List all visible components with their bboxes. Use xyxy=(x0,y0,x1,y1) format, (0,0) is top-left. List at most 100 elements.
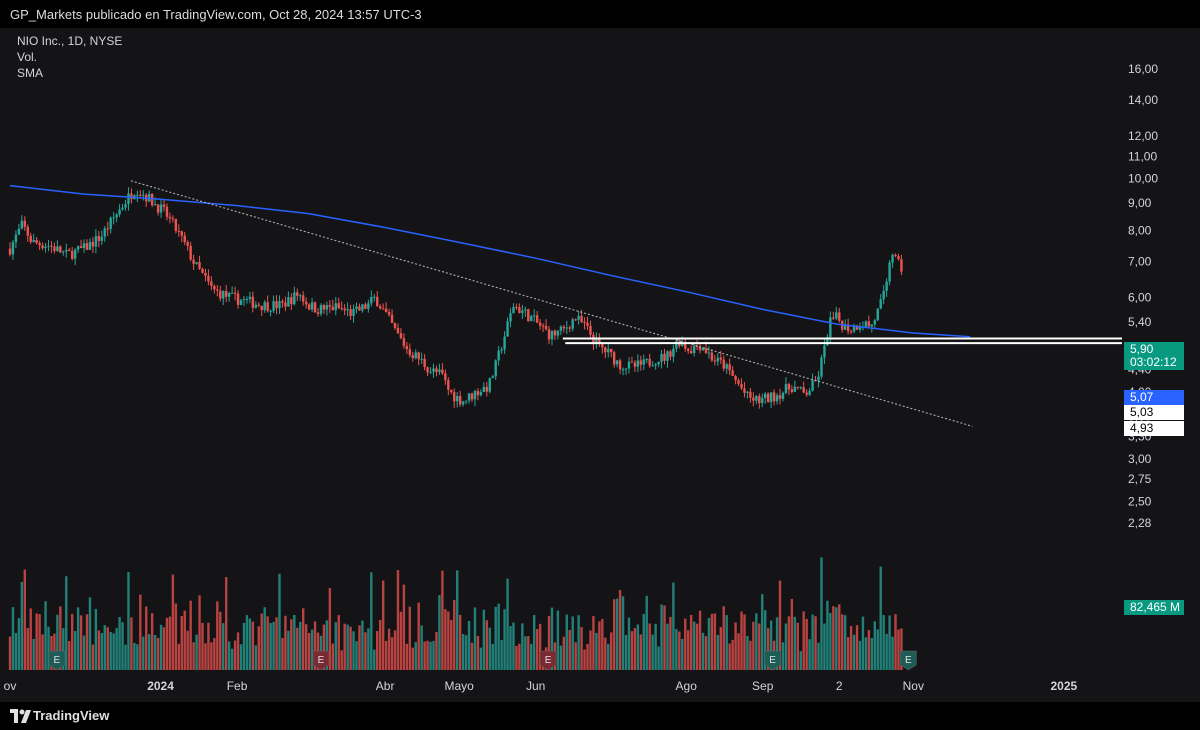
earnings-marker[interactable] xyxy=(764,650,781,671)
volume-bar xyxy=(296,627,299,670)
volume-bar xyxy=(165,617,169,670)
volume-bar xyxy=(328,588,332,670)
legend-volume[interactable]: Vol. xyxy=(17,50,38,64)
volume-bar xyxy=(648,623,651,670)
volume-bar xyxy=(405,643,409,670)
volume-bar xyxy=(506,578,509,670)
candle-body xyxy=(168,216,172,219)
chart-panel[interactable]: 16,00 14,00 12,00 11,00 10,00 9,00 8,00 7,00 6,0… xyxy=(0,28,1200,702)
candle-body xyxy=(420,358,423,360)
y-axis-tick-label: 2,75 xyxy=(1128,472,1152,486)
candle-body xyxy=(817,376,820,381)
volume-bar xyxy=(32,638,35,670)
volume-bar xyxy=(159,624,163,670)
candle-body xyxy=(577,315,580,320)
candle-body xyxy=(752,397,755,401)
sma-line[interactable] xyxy=(9,184,971,338)
volume-bar xyxy=(456,570,459,670)
volume-bar xyxy=(687,630,690,670)
earnings-marker-label: E xyxy=(769,655,776,666)
tradingview-logo-icon[interactable] xyxy=(10,709,32,723)
volume-bar xyxy=(627,617,631,670)
earnings-marker[interactable] xyxy=(48,650,66,671)
y-axis-tick-label: 11,00 xyxy=(1128,149,1157,163)
volume-bar xyxy=(275,617,278,670)
candle-body xyxy=(272,301,275,311)
volume-bar xyxy=(441,570,444,670)
volume-bar xyxy=(17,618,21,670)
volume-bar xyxy=(710,613,714,670)
candle-body xyxy=(500,349,503,351)
volume-bar xyxy=(861,616,865,670)
volume-bar xyxy=(746,635,749,670)
volume-bar xyxy=(802,611,805,670)
volume-bar xyxy=(524,636,527,670)
candle-body xyxy=(245,299,249,301)
volume-bar xyxy=(130,617,133,670)
volume-bar xyxy=(150,613,154,670)
candle-body xyxy=(607,348,610,353)
volume-bar xyxy=(91,644,95,670)
candle-body xyxy=(672,348,675,357)
candle-body xyxy=(453,392,456,402)
volume-bar xyxy=(322,624,326,670)
volume-bar xyxy=(624,635,628,670)
candle-body xyxy=(260,305,263,311)
y-axis-tick-label: 7,00 xyxy=(1128,255,1152,269)
volume-bar xyxy=(59,606,62,670)
volume-bar xyxy=(787,616,791,670)
volume-bar xyxy=(509,626,512,670)
candle-body xyxy=(319,305,323,314)
volume-bar xyxy=(307,632,311,670)
candle-body xyxy=(192,259,195,264)
candle-body xyxy=(399,333,403,339)
candle-body xyxy=(450,389,453,393)
candle-body xyxy=(761,397,764,404)
volume-bar xyxy=(618,590,622,670)
volume-bar xyxy=(565,614,568,670)
legend-sma[interactable]: SMA xyxy=(17,66,44,80)
candle-body xyxy=(59,246,62,253)
volume-bar xyxy=(269,623,272,670)
legend-symbol[interactable]: NIO Inc., 1D, NYSE xyxy=(17,34,123,48)
volume-bar xyxy=(888,615,891,670)
candle-body xyxy=(115,214,118,218)
candle-body xyxy=(586,322,589,326)
volume-bar xyxy=(547,615,551,670)
candle-body xyxy=(826,337,829,346)
volume-bar xyxy=(343,623,346,670)
candle-body xyxy=(681,342,684,346)
candle-body xyxy=(775,395,779,402)
candle-body xyxy=(894,254,897,257)
earnings-marker[interactable] xyxy=(312,650,330,671)
tradingview-brand[interactable]: TradingView xyxy=(33,708,110,723)
y-axis-tick-label: 5,40 xyxy=(1128,315,1152,329)
volume-bar xyxy=(769,620,773,670)
candle-body xyxy=(642,359,645,365)
trendline[interactable] xyxy=(130,180,973,427)
candle-body xyxy=(367,303,370,309)
candle-body xyxy=(224,291,228,297)
candle-body xyxy=(621,369,625,371)
volume-bar xyxy=(112,633,115,670)
volume-bar xyxy=(177,643,181,670)
candle-body xyxy=(441,369,444,374)
candle-body xyxy=(82,243,86,249)
y-axis-tick-label: 16,00 xyxy=(1128,62,1158,76)
volume-bar xyxy=(817,642,820,670)
candle-body xyxy=(512,306,515,314)
candle-body xyxy=(88,241,92,250)
candle-body xyxy=(284,302,287,307)
volume-bar xyxy=(713,613,717,670)
volume-bar xyxy=(476,635,480,670)
candle-body xyxy=(411,355,414,359)
candle-body xyxy=(73,249,77,259)
volume-bar xyxy=(891,636,894,670)
earnings-marker[interactable] xyxy=(900,650,917,671)
candle-body xyxy=(719,357,722,360)
volume-bar xyxy=(695,623,699,670)
volume-bar xyxy=(68,641,71,670)
volume-bar xyxy=(550,607,554,670)
price-chart-svg[interactable]: 16,00 14,00 12,00 11,00 10,00 9,00 8,00 7,00 6,0… xyxy=(0,28,1200,702)
earnings-marker[interactable] xyxy=(539,650,557,671)
